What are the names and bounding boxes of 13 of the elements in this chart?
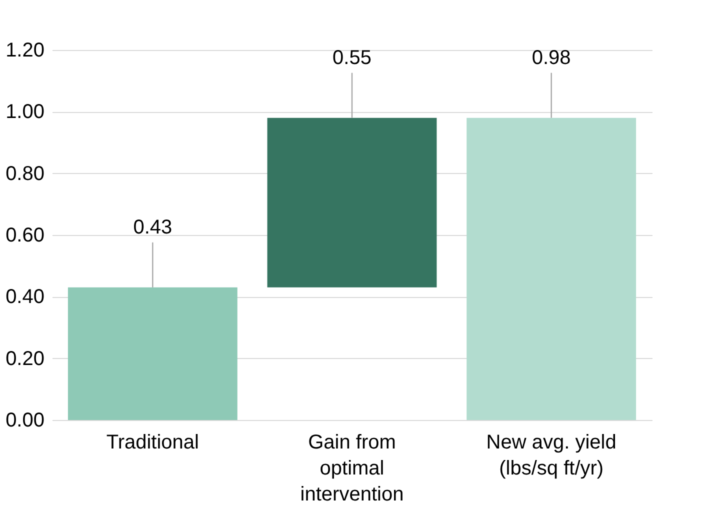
data-label: 0.98 [532,46,571,69]
y-tick-label: 0.00 [6,410,44,432]
y-tick-label: 0.20 [6,348,44,370]
x-tick-label: New avg. yield (lbs/sq ft/yr) [486,432,616,480]
y-tick-label: 1.00 [6,101,44,124]
data-label: 0.43 [133,216,172,238]
y-tick-label: 1.20 [6,40,44,62]
x-tick-label: Traditional [106,432,199,454]
y-tick-label: 0.60 [6,224,44,246]
y-tick-label: 0.80 [6,162,44,185]
x-tick-label: Gain from optimal intervention [300,432,404,506]
data-label: 0.55 [332,46,372,69]
y-tick-label: 0.40 [6,286,44,308]
